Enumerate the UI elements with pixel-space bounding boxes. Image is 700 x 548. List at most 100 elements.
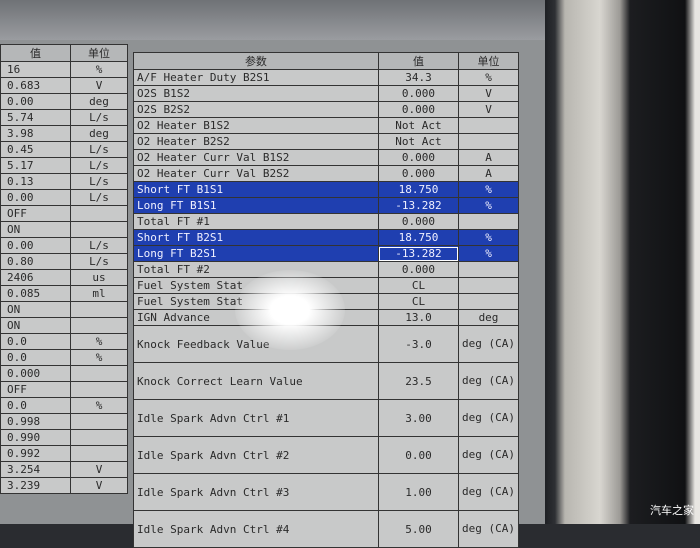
table-row[interactable]: 0.00 L/s	[0, 237, 128, 254]
unit-cell	[70, 317, 128, 334]
table-row[interactable]: 3.98 deg	[0, 125, 128, 142]
table-row[interactable]: ON	[0, 317, 128, 334]
diagnostic-screen: 值单位 16% 0.683 V 0.00 deg 5.74 L/s 3.98 deg 0.45 L/…	[0, 0, 545, 548]
table-row[interactable]: ON	[0, 301, 128, 318]
table-row[interactable]: A/F Heater Duty B2S1 34.3%	[133, 69, 519, 86]
table-row[interactable]: 0.00 deg	[0, 93, 128, 110]
value-cell: 0.992	[0, 445, 71, 462]
table-row[interactable]: 0.990	[0, 429, 128, 446]
parameter-cell: Fuel System Stat	[133, 293, 379, 310]
table-row[interactable]: IGN Advance 13.0 deg	[133, 309, 519, 326]
table-row[interactable]: 0.0%	[0, 333, 128, 350]
table-row[interactable]: OFF	[0, 205, 128, 222]
table-row[interactable]: O2 Heater B1S2 Not Act	[133, 117, 519, 134]
table-row[interactable]: 5.17 L/s	[0, 157, 128, 174]
table-row[interactable]: O2 Heater Curr Val B1S2 0.000 A	[133, 149, 519, 166]
table-row[interactable]: 0.00 L/s	[0, 189, 128, 206]
table-row[interactable]: 0.998	[0, 413, 128, 430]
value-cell: 0.0	[0, 397, 71, 414]
table-row[interactable]: Long FT B1S1 -13.282%	[133, 197, 519, 214]
table-row[interactable]: 0.085 ml	[0, 285, 128, 302]
table-row[interactable]: 0.80 L/s	[0, 253, 128, 270]
value-cell: 0.000	[0, 365, 71, 382]
parameter-cell: IGN Advance	[133, 309, 379, 326]
unit-cell	[458, 277, 519, 294]
unit-cell	[70, 413, 128, 430]
table-row[interactable]: 0.0%	[0, 397, 128, 414]
table-row[interactable]: O2 Heater B2S2 Not Act	[133, 133, 519, 150]
table-row[interactable]: Total FT #1 0.000	[133, 213, 519, 230]
value-cell: Not Act	[377, 133, 460, 150]
table-row[interactable]: 0.13 L/s	[0, 173, 128, 190]
unit-cell	[458, 293, 519, 310]
table-row[interactable]: Knock Feedback Value -3.0 deg (CA)	[133, 325, 519, 363]
unit-cell: %	[70, 349, 128, 366]
value-cell: 0.000	[377, 149, 460, 166]
table-row[interactable]: 3.254 V	[0, 461, 128, 478]
unit-cell: L/s	[70, 109, 128, 126]
value-cell: 3.00	[377, 399, 460, 437]
table-row[interactable]: Idle Spark Advn Ctrl #1 3.00 deg (CA)	[133, 399, 519, 437]
parameter-cell: Idle Spark Advn Ctrl #3	[133, 473, 379, 511]
value-cell: 16	[0, 61, 71, 78]
header-value: 值	[0, 44, 71, 62]
value-cell: 3.254	[0, 461, 71, 478]
parameter-cell: Knock Feedback Value	[133, 325, 379, 363]
value-cell: 0.00	[0, 237, 71, 254]
value-cell: 0.00	[0, 93, 71, 110]
table-row[interactable]: Long FT B2S1 -13.282%	[133, 245, 519, 262]
table-row[interactable]: 0.000	[0, 365, 128, 382]
table-row[interactable]: Fuel System Stat CL	[133, 293, 519, 310]
unit-cell: deg (CA)	[458, 325, 519, 363]
value-cell: 0.000	[377, 101, 460, 118]
unit-cell: A	[458, 165, 519, 182]
parameter-cell: O2S B2S2	[133, 101, 379, 118]
parameter-cell: Total FT #2	[133, 261, 379, 278]
table-row[interactable]: Short FT B2S1 18.750%	[133, 229, 519, 246]
value-cell: 0.13	[0, 173, 71, 190]
table-row[interactable]: ON	[0, 221, 128, 238]
unit-cell: deg (CA)	[458, 399, 519, 437]
header-unit: 单位	[70, 44, 128, 62]
unit-cell	[70, 429, 128, 446]
table-row[interactable]: 0.683 V	[0, 77, 128, 94]
unit-cell: V	[70, 77, 128, 94]
parameter-cell: Long FT B1S1	[133, 197, 379, 214]
table-row[interactable]: 3.239 V	[0, 477, 128, 494]
parameter-cell: Idle Spark Advn Ctrl #2	[133, 436, 379, 474]
table-row[interactable]: 0.992	[0, 445, 128, 462]
parameter-cell: Knock Correct Learn Value	[133, 362, 379, 400]
table-row[interactable]: Short FT B1S1 18.750%	[133, 181, 519, 198]
table-row[interactable]: Idle Spark Advn Ctrl #2 0.00 deg (CA)	[133, 436, 519, 474]
unit-cell: %	[458, 229, 519, 246]
table-row[interactable]: OFF	[0, 381, 128, 398]
value-cell: 5.00	[377, 510, 460, 548]
table-row[interactable]: Total FT #2 0.000	[133, 261, 519, 278]
table-row[interactable]: Fuel System Stat CL	[133, 277, 519, 294]
value-cell: 23.5	[377, 362, 460, 400]
value-cell: -13.282	[377, 197, 460, 214]
value-cell: 0.000	[377, 261, 460, 278]
table-row[interactable]: 5.74 L/s	[0, 109, 128, 126]
value-cell: ON	[0, 221, 71, 238]
value-cell: 3.239	[0, 477, 71, 494]
header-unit: 单位	[458, 52, 519, 70]
right-data-table: 参数值单位 A/F Heater Duty B2S1 34.3% O2S B1S2 0…	[133, 52, 519, 548]
left-data-table: 值单位 16% 0.683 V 0.00 deg 5.74 L/s 3.98 deg 0.45 L/…	[0, 44, 128, 494]
unit-cell: %	[70, 61, 128, 78]
unit-cell: deg (CA)	[458, 362, 519, 400]
table-row[interactable]: Idle Spark Advn Ctrl #4 5.00 deg (CA)	[133, 510, 519, 548]
table-row[interactable]: Knock Correct Learn Value 23.5 deg (CA)	[133, 362, 519, 400]
value-cell: 13.0	[377, 309, 460, 326]
title-bar	[0, 0, 545, 40]
table-row[interactable]: O2 Heater Curr Val B2S2 0.000 A	[133, 165, 519, 182]
table-row[interactable]: Idle Spark Advn Ctrl #3 1.00 deg (CA)	[133, 473, 519, 511]
table-row[interactable]: 0.45 L/s	[0, 141, 128, 158]
unit-cell	[70, 221, 128, 238]
table-row[interactable]: O2S B2S2 0.000 V	[133, 101, 519, 118]
table-row[interactable]: 0.0%	[0, 349, 128, 366]
table-row[interactable]: 16%	[0, 61, 128, 78]
table-row[interactable]: O2S B1S2 0.000 V	[133, 85, 519, 102]
value-cell: CL	[377, 293, 460, 310]
table-row[interactable]: 2406 us	[0, 269, 128, 286]
